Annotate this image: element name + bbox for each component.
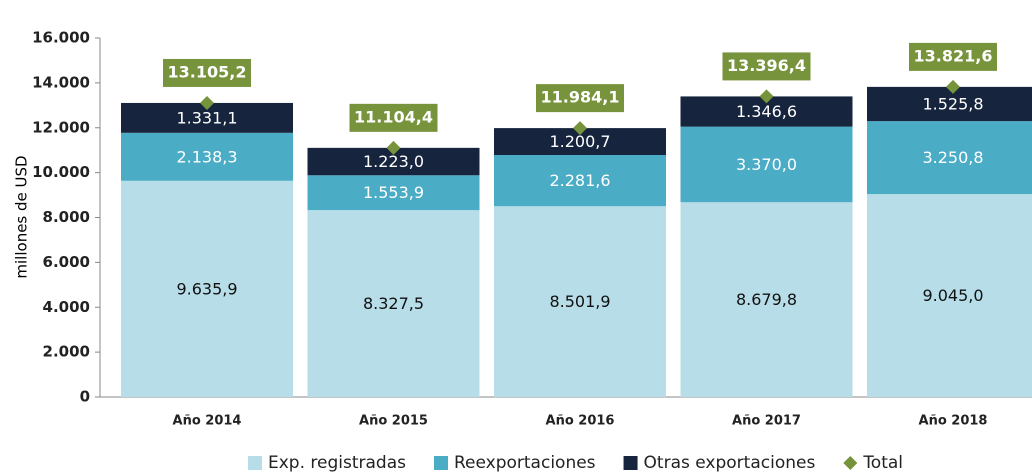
y-tick-label: 2.000: [43, 343, 90, 361]
bar-segment: [680, 202, 853, 397]
value-label: 8.679,8: [736, 290, 797, 309]
bar-segment: [494, 155, 666, 207]
bar-segment: [307, 210, 480, 397]
total-label: 11.104,4: [354, 107, 433, 126]
total-label: 13.821,6: [914, 46, 993, 65]
total-marker: [573, 121, 587, 136]
legend-marker: [843, 456, 858, 470]
value-label: 8.327,5: [363, 294, 424, 313]
x-tick-label: Año 2015: [359, 414, 428, 429]
bar-segment: [121, 180, 293, 397]
value-label: 8.501,9: [549, 292, 610, 311]
bar-segment: [307, 175, 480, 211]
y-tick-label: 12.000: [32, 118, 90, 136]
y-tick-label: 0: [80, 388, 90, 406]
value-label: 1.525,8: [922, 94, 983, 113]
legend-label: Total: [862, 453, 903, 473]
x-tick-label: Año 2017: [732, 414, 801, 429]
total-label: 13.396,4: [727, 56, 806, 75]
y-tick-label: 8.000: [43, 208, 90, 226]
value-label: 1.223,0: [363, 152, 424, 171]
value-label: 3.250,8: [922, 148, 983, 167]
value-label: 1.200,7: [549, 132, 610, 151]
value-label: 3.370,0: [736, 155, 797, 174]
total-marker: [759, 89, 774, 104]
x-tick-label: Año 2018: [919, 414, 988, 429]
total-marker: [946, 79, 960, 94]
bar-segment: [867, 194, 1032, 397]
bar-segment: [867, 86, 1032, 122]
legend-label: Exp. registradas: [268, 453, 406, 473]
value-label: 2.138,3: [176, 147, 237, 166]
total-label: 13.105,2: [168, 62, 247, 81]
value-label: 9.045,0: [922, 286, 983, 305]
legend-label: Reexportaciones: [454, 453, 596, 473]
legend-swatch: [433, 456, 448, 470]
bar-segment: [121, 132, 293, 181]
bar-segment: [680, 126, 853, 203]
legend-swatch: [248, 456, 262, 470]
y-tick-label: 10.000: [32, 163, 90, 181]
y-tick-label: 14.000: [32, 73, 90, 91]
bar-segment: [867, 121, 1032, 195]
y-tick-label: 4.000: [43, 298, 90, 316]
y-tick-label: 6.000: [43, 253, 90, 271]
y-tick-label: 16.000: [32, 29, 90, 47]
total-label-box: [349, 103, 438, 132]
bar-segment: [494, 206, 666, 397]
total-label-box: [163, 58, 251, 87]
y-axis-label: millones de USD: [13, 155, 31, 278]
value-label: 9.635,9: [176, 279, 237, 298]
x-tick-label: Año 2016: [546, 414, 615, 429]
legend-label: Otras exportaciones: [644, 453, 816, 473]
value-label: 1.331,1: [176, 108, 237, 127]
value-label: 1.346,6: [736, 102, 797, 121]
total-label: 11.984,1: [541, 88, 620, 107]
total-label-box: [909, 42, 997, 71]
total-label-box: [722, 52, 811, 81]
value-label: 2.281,6: [549, 171, 610, 190]
total-label-box: [536, 84, 624, 113]
total-marker: [200, 95, 214, 110]
legend-swatch: [623, 456, 638, 470]
value-label: 1.553,9: [363, 183, 424, 202]
x-tick-label: Año 2014: [173, 414, 242, 429]
total-marker: [386, 140, 401, 155]
